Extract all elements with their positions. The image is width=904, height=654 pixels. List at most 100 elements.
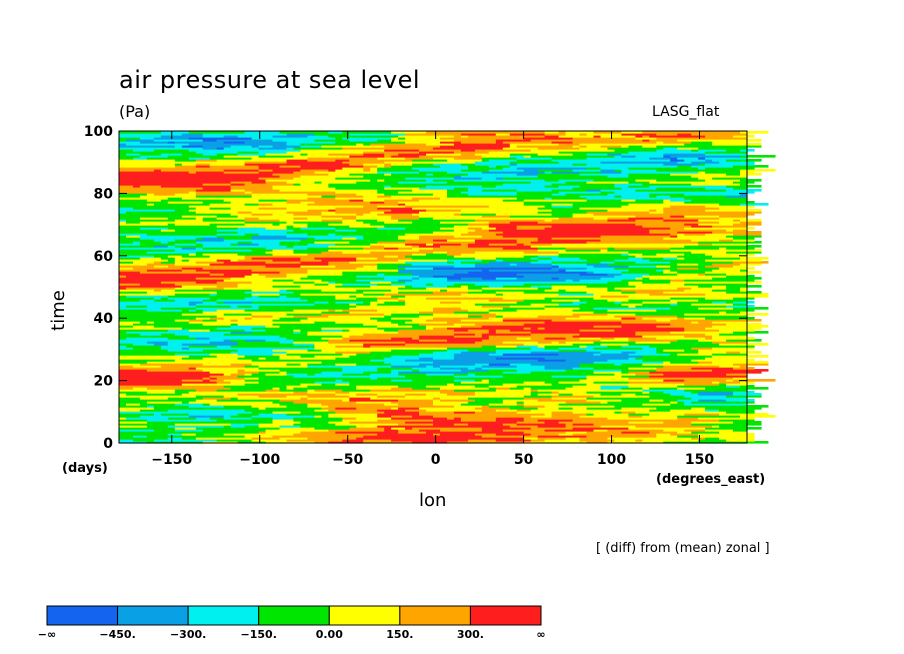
heatmap-cell [460,249,497,252]
heatmap-cell [237,337,246,340]
heatmap-cell [740,413,769,416]
heatmap-cell [188,385,225,388]
heatmap-cell [447,413,455,416]
heatmap-cell [139,243,176,246]
heatmap-cell [363,363,392,366]
heatmap-cell [119,215,155,218]
heatmap-cell [691,359,727,362]
heatmap-cell [516,267,525,270]
heatmap-cell [258,381,274,384]
heatmap-cell [321,313,350,316]
heatmap-cell [377,165,385,168]
heatmap-cell [600,419,636,422]
heatmap-cell [419,249,455,252]
heatmap-cell [642,355,671,358]
heatmap-cell [523,353,560,356]
heatmap-cell [195,323,204,326]
heatmap-cell [133,241,141,244]
heatmap-cell [558,403,588,406]
heatmap-cell [516,277,553,280]
heatmap-cell [391,413,420,416]
heatmap-cell [286,247,302,250]
heatmap-cell [537,161,560,164]
heatmap-cell [321,385,357,388]
units-label: (Pa) [119,102,151,121]
heatmap-cell [146,429,155,432]
heatmap-cell [467,435,483,438]
heatmap-cell [642,277,650,280]
heatmap-cell [621,171,629,174]
heatmap-cell [481,171,511,174]
heatmap-cell [384,229,420,232]
heatmap-cell [642,243,657,246]
heatmap-cell [572,161,581,164]
heatmap-cell [328,223,336,226]
heatmap-cell [726,407,762,410]
heatmap-cell [460,179,497,182]
heatmap-cell [251,299,281,302]
heatmap-cell [230,367,246,370]
heatmap-cell [119,285,148,288]
heatmap-cell [670,313,685,316]
heatmap-cell [251,439,288,442]
heatmap-cell [188,259,218,262]
heatmap-cell [363,143,371,146]
colorbar-label: −150. [241,628,277,641]
heatmap-cell [384,413,392,416]
heatmap-cell [293,311,322,314]
heatmap-cell [188,209,218,212]
heatmap-cell [453,413,462,416]
heatmap-cell [642,225,678,228]
heatmap-cell [133,163,141,166]
colorbar-swatch [399,605,471,626]
heatmap-cell [146,157,169,160]
heatmap-cell [153,265,169,268]
heatmap-cell [516,301,553,304]
heatmap-cell [419,273,455,276]
heatmap-cell [600,277,636,280]
heatmap-cell [565,363,581,366]
y-tick-label: 80 [94,186,114,202]
heatmap-cell [321,311,350,314]
heatmap-cell [133,157,148,160]
heatmap-cell [377,273,385,276]
heatmap-cell [146,437,169,440]
heatmap-cell [356,321,392,324]
heatmap-cell [398,329,434,332]
heatmap-cell [551,157,560,160]
heatmap-cell [119,349,134,352]
heatmap-cell [153,137,169,140]
heatmap-cell [251,301,281,304]
heatmap-cell [279,241,295,244]
heatmap-cell [328,249,343,252]
heatmap-cell [509,143,546,146]
heatmap-cell [363,195,378,198]
heatmap-cell [433,193,448,196]
heatmap-cell [419,363,455,366]
heatmap-cell [530,393,539,396]
heatmap-cell [551,141,574,144]
heatmap-cell [565,359,588,362]
heatmap-cell [286,199,302,202]
heatmap-cell [398,351,434,354]
heatmap-cell [481,409,497,412]
heatmap-cell [328,377,336,380]
heatmap-cell [377,409,406,412]
heatmap-cell [272,205,281,208]
heatmap-cell [377,393,406,396]
heatmap-cell [726,235,762,238]
heatmap-cell [146,397,169,400]
heatmap-cell [181,251,197,254]
heatmap-cell [614,439,636,442]
heatmap-cell [391,387,413,390]
heatmap-cell [405,419,434,422]
heatmap-cell [209,375,218,378]
heatmap-cell [684,369,713,372]
heatmap-cell [370,177,406,180]
heatmap-cell [174,219,197,222]
heatmap-cell [286,161,308,164]
heatmap-cell [691,285,699,288]
heatmap-cell [237,253,260,256]
heatmap-cell [733,239,755,242]
heatmap-cell [426,431,455,434]
